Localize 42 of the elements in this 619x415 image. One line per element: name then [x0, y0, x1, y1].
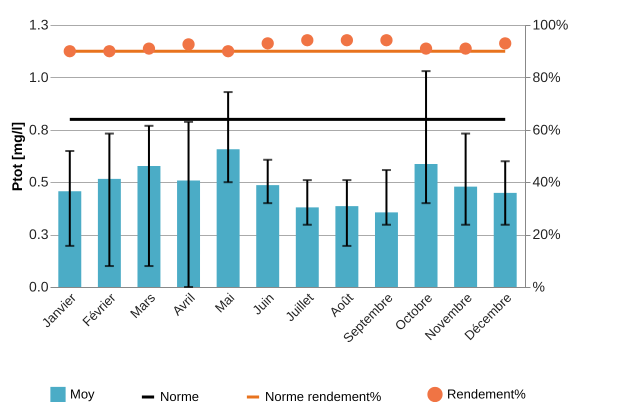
y-axis-title: Ptot [mg/l] — [9, 122, 26, 192]
bar — [58, 191, 82, 287]
y2-tick-label: 100% — [532, 16, 568, 32]
point — [262, 37, 274, 50]
y-tick-label: 0.3 — [29, 226, 49, 242]
bar — [414, 164, 438, 287]
x-tick-label: Mai — [212, 290, 238, 316]
point — [222, 45, 234, 58]
bar — [374, 212, 398, 287]
y-tick-label: 0.8 — [29, 121, 49, 138]
point — [380, 34, 393, 46]
point — [499, 37, 512, 50]
bar — [335, 206, 358, 287]
bar — [216, 149, 240, 287]
point — [64, 45, 76, 58]
point — [182, 38, 195, 50]
bar — [494, 192, 517, 287]
bar — [454, 186, 478, 287]
bar — [137, 166, 160, 287]
point — [103, 45, 116, 58]
y2-tick-label: 40% — [532, 174, 561, 190]
y-tick-label: 1.0 — [29, 68, 49, 85]
point — [340, 34, 353, 46]
y-tick-label: 0.5 — [29, 174, 49, 190]
legend-label: Norme rendement% — [265, 389, 382, 404]
legend-label: Rendement% — [447, 386, 526, 402]
legend-label: Moy — [70, 386, 96, 402]
bar — [296, 207, 319, 287]
y2-tick-label: 80% — [532, 68, 561, 85]
bar — [256, 185, 280, 287]
y2-tick-label: % — [532, 278, 545, 294]
y-tick-label: 0.0 — [29, 278, 49, 294]
y-tick-label: 1.3 — [29, 16, 49, 32]
point — [142, 42, 156, 55]
y2-tick-label: 60% — [532, 121, 561, 138]
point — [301, 34, 314, 46]
point — [420, 42, 432, 55]
bar — [98, 178, 121, 287]
x-tick-label: Juin — [249, 290, 277, 318]
legend-label: Norme — [160, 389, 200, 404]
point — [460, 42, 472, 55]
y2-tick-label: 20% — [532, 226, 561, 242]
